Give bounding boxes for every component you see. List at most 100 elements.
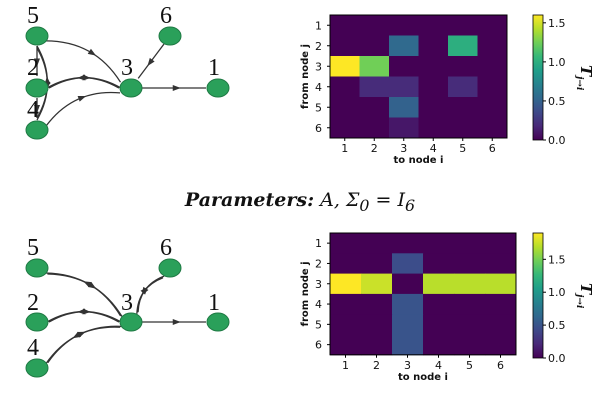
- heatmap-cell-6-2: [361, 334, 393, 356]
- parameters-caption: Parameters: A, Σ0 = I6: [0, 189, 600, 215]
- colorbar: 0.0 0.5 1.0 1.5 Tj→i: [532, 232, 595, 365]
- heatmap-cell-5-1: [330, 97, 360, 118]
- colorbar-tick-label: 0.5: [548, 319, 566, 332]
- heatmap-cell-3-4: [423, 273, 455, 295]
- heatmap-cell-3-6: [477, 56, 508, 77]
- heatmap-cell-6-3: [392, 334, 424, 356]
- heatmap-cell-1-3: [392, 233, 424, 254]
- heatmap-cell-3-6: [485, 273, 517, 295]
- heatmap-cell-1-1: [330, 233, 362, 254]
- colorbar-tick-label: 1.5: [548, 17, 566, 30]
- edge-3-to-6: [136, 277, 164, 314]
- heatmap-cell-2-3: [389, 35, 419, 57]
- heatmap-cell-3-4: [418, 56, 449, 77]
- heatmap-cell-2-1: [330, 253, 362, 275]
- edge-5-to-3: [45, 40, 122, 83]
- heatmap-cell-6-4: [418, 117, 449, 139]
- heatmap-cell-1-6: [485, 233, 517, 254]
- heatmap-cell-6-1: [330, 334, 362, 356]
- heatmap-cell-4-1: [330, 293, 362, 315]
- parameters-formula: A, Σ: [320, 189, 360, 211]
- heatmap-cell-5-5: [454, 314, 486, 335]
- heatmap-cell-5-4: [418, 97, 449, 118]
- edge-3-to-5: [47, 273, 123, 318]
- heatmap-cell-1-4: [423, 233, 455, 254]
- heatmap-cell-5-2: [361, 314, 393, 335]
- colorbar-tick-label: 1.5: [548, 253, 566, 266]
- heatmap-cell-6-5: [448, 117, 478, 139]
- node-label-2: 2: [27, 55, 39, 81]
- heatmap-cell-1-5: [448, 15, 478, 36]
- node-label-6: 6: [160, 3, 172, 29]
- y-tick-label: 5: [315, 101, 322, 114]
- x-tick-label: 1: [342, 359, 349, 372]
- heatmap-cell-5-3: [389, 97, 419, 118]
- node-4: [25, 120, 49, 140]
- heatmap: 1 2 3 4 5 6 1 2 3 4 5 6 to node i from node j: [300, 14, 508, 166]
- heatmap-cell-1-1: [330, 15, 360, 36]
- x-tick-label: 6: [489, 142, 496, 155]
- heatmap-cell-2-2: [361, 253, 393, 275]
- y-tick-label: 5: [315, 318, 322, 331]
- edge-3-to-4: [47, 325, 123, 364]
- x-tick-label: 2: [371, 142, 378, 155]
- heatmap-cell-2-4: [423, 253, 455, 275]
- x-tick-label: 2: [373, 359, 380, 372]
- heatmap-cell-1-3: [389, 15, 419, 36]
- heatmap-cell-5-2: [359, 97, 390, 118]
- heatmap-cell-2-1: [330, 35, 360, 57]
- node-1: [206, 312, 230, 332]
- heatmap-cell-4-4: [423, 293, 455, 315]
- y-axis-label: from node j: [300, 261, 311, 326]
- heatmap: 1 2 3 4 5 6 1 2 3 4 5 6 to node i from node j: [300, 232, 517, 383]
- x-axis-label: to node i: [394, 155, 444, 166]
- node-3: [119, 78, 143, 98]
- heatmap-cell-5-5: [448, 97, 478, 118]
- y-tick-label: 3: [315, 60, 322, 73]
- node-label-6: 6: [160, 235, 172, 261]
- y-tick-label: 2: [315, 40, 322, 53]
- x-axis-label: to node i: [398, 372, 448, 383]
- heatmap-cell-5-6: [477, 97, 508, 118]
- x-tick-label: 5: [459, 142, 466, 155]
- heatmap-cell-4-6: [477, 76, 508, 98]
- node-1: [206, 78, 230, 98]
- parameters-equals: = I: [369, 189, 405, 211]
- node-label-3: 3: [121, 290, 133, 316]
- arrowhead-icon: [172, 85, 181, 91]
- arrowhead-icon: [141, 286, 149, 296]
- heatmap-cell-1-5: [454, 233, 486, 254]
- heatmap-cell-6-4: [423, 334, 455, 356]
- colorbar: 0.0 0.5 1.0 1.5 Tj→i: [532, 14, 595, 147]
- node-label-4: 4: [27, 97, 39, 123]
- heatmap-cell-4-6: [485, 293, 517, 315]
- x-tick-label: 5: [466, 359, 473, 372]
- heatmap-cell-6-3: [389, 117, 419, 139]
- heatmap-cell-1-2: [359, 15, 390, 36]
- colorbar-tick-label: 1.0: [548, 286, 566, 299]
- heatmap-cell-6-5: [454, 334, 486, 356]
- heatmap-cell-6-6: [477, 117, 508, 139]
- node-2: [25, 78, 49, 98]
- node-label-1: 1: [208, 290, 220, 316]
- y-tick-label: 3: [315, 278, 322, 291]
- node-2: [25, 312, 49, 332]
- heatmap-frame: [329, 232, 517, 356]
- heatmap-cell-2-4: [418, 35, 449, 57]
- node-4: [25, 358, 49, 378]
- heatmap-cell-4-1: [330, 76, 360, 98]
- heatmap-cell-6-6: [485, 334, 517, 356]
- arrowhead-icon: [83, 281, 92, 288]
- heatmap-cell-3-2: [361, 273, 393, 295]
- x-tick-label: 6: [497, 359, 504, 372]
- arrowhead-icon: [77, 308, 86, 315]
- heatmap-cell-3-2: [359, 56, 390, 77]
- x-tick-label: 1: [341, 142, 348, 155]
- node-6: [158, 26, 182, 46]
- heatmap-cell-2-2: [359, 35, 390, 57]
- parameters-sub-six: 6: [404, 195, 416, 215]
- heatmap-cell-4-3: [392, 293, 424, 315]
- heatmap-cell-2-3: [392, 253, 424, 275]
- colorbar-tick-label: 0.0: [548, 352, 566, 365]
- heatmap-cell-6-2: [359, 117, 390, 139]
